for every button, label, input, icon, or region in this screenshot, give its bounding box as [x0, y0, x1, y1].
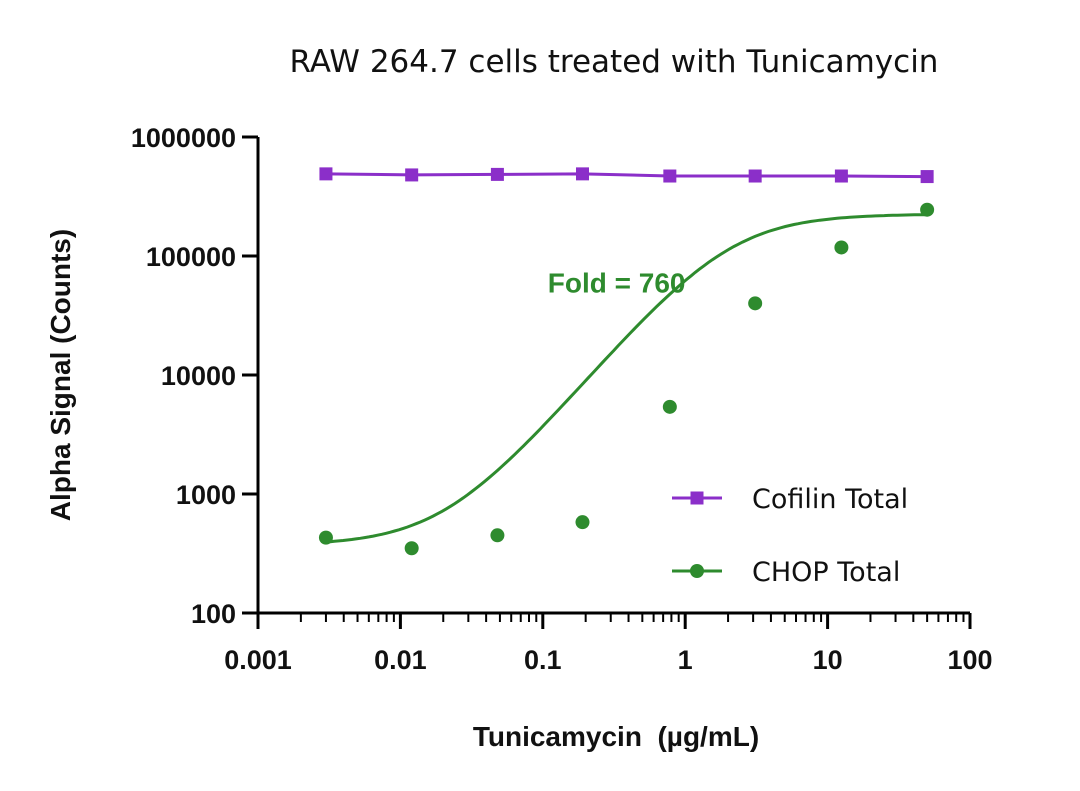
y-tick-label: 1000 — [176, 480, 236, 510]
fold-annotation: Fold = 760 — [548, 267, 686, 298]
data-point-chop-total — [404, 541, 419, 556]
data-point-chop-total — [318, 530, 333, 545]
data-point-chop-total — [490, 528, 505, 543]
y-tick-label: 10000 — [161, 361, 236, 391]
x-tick-label: 100 — [947, 645, 992, 675]
fit-curves — [325, 172, 928, 544]
data-point-chop-total — [662, 399, 677, 414]
y-axis-label: Alpha Signal (Counts) — [45, 229, 76, 521]
y-ticks: 100 1000 10000 100000 1000000 — [131, 123, 258, 629]
x-ticks: 0.001 0.01 0.1 1 10 100 — [224, 613, 993, 675]
data-point-cofilin-total — [663, 169, 677, 183]
legend-swatch-marker — [690, 564, 704, 578]
x-tick-label: 0.001 — [224, 645, 292, 675]
fit-line-chop-total — [325, 213, 928, 544]
legend: Cofilin Total CHOP Total — [672, 484, 908, 588]
data-point-cofilin-total — [405, 168, 419, 182]
x-tick-label: 1 — [678, 645, 693, 675]
y-tick-label: 1000000 — [131, 123, 236, 153]
x-tick-label: 10 — [813, 645, 843, 675]
chart-title: RAW 264.7 cells treated with Tunicamycin — [290, 44, 939, 80]
data-point-cofilin-total — [319, 167, 333, 181]
data-point-cofilin-total — [834, 169, 848, 183]
data-point-chop-total — [575, 515, 590, 530]
x-tick-label: 0.1 — [524, 645, 562, 675]
data-point-chop-total — [920, 202, 935, 217]
data-point-cofilin-total — [748, 169, 762, 183]
fit-line-cofilin-total — [325, 172, 928, 179]
legend-label: Cofilin Total — [752, 484, 908, 515]
x-tick-label: 0.01 — [374, 645, 427, 675]
data-point-chop-total — [748, 296, 763, 311]
data-point-cofilin-total — [490, 167, 504, 181]
legend-label: CHOP Total — [752, 557, 900, 588]
y-tick-label: 100000 — [146, 242, 236, 272]
data-point-cofilin-total — [575, 167, 589, 181]
legend-swatch-marker — [690, 491, 704, 505]
data-point-cofilin-total — [920, 170, 934, 184]
y-tick-label: 100 — [191, 599, 236, 629]
data-point-chop-total — [834, 240, 849, 255]
x-axis-label: Tunicamycin (µg/mL) — [473, 721, 759, 752]
data-points — [318, 167, 935, 556]
